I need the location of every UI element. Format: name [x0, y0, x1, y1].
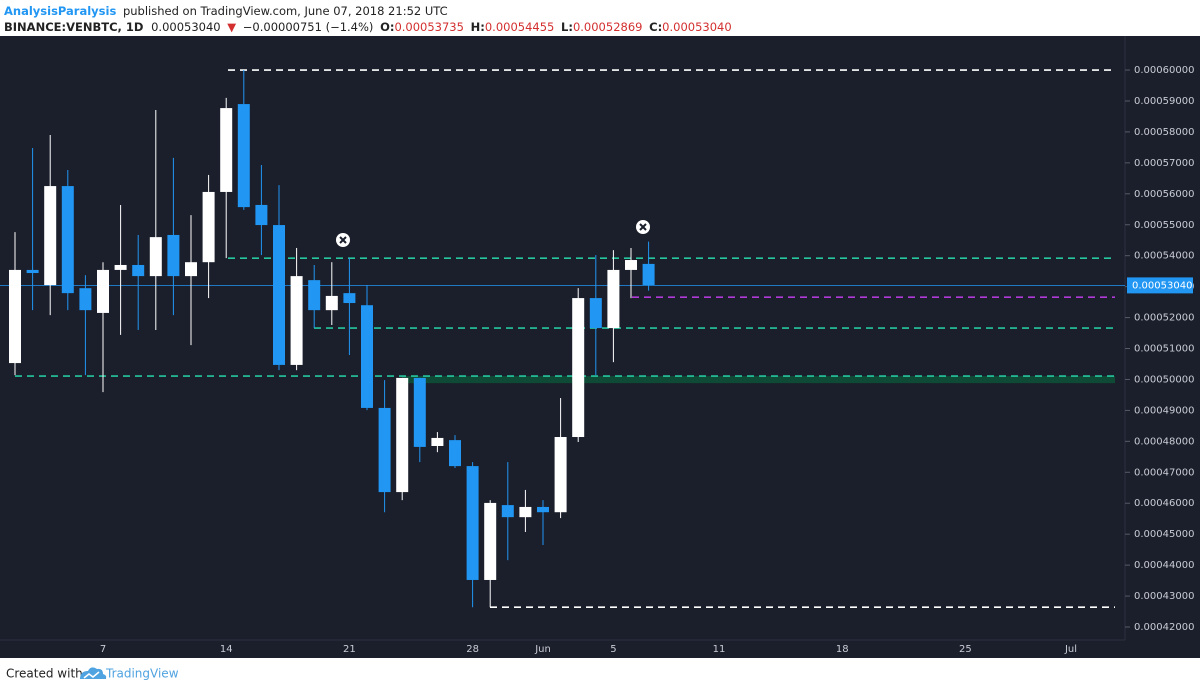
x-tick-label: 11 [713, 644, 726, 655]
y-tick-label: 0.00042000 [1134, 622, 1194, 633]
y-tick-label: 0.00058000 [1134, 127, 1194, 138]
zone [402, 376, 1115, 384]
candle-body [431, 437, 444, 446]
y-tick-label: 0.00052000 [1134, 313, 1194, 324]
candle-body [79, 288, 92, 311]
y-tick-label: 0.00045000 [1134, 529, 1194, 540]
x-tick-label: 5 [610, 644, 616, 655]
x-tick-label: 18 [836, 644, 849, 655]
last-price-tag [1127, 277, 1193, 294]
candle-body [378, 407, 391, 493]
candle-body [308, 280, 321, 311]
y-tick-label: 0.00057000 [1134, 158, 1194, 169]
chart-background [0, 36, 1200, 658]
candle-body [132, 264, 145, 277]
candle-body [202, 191, 215, 263]
candle-body [361, 305, 373, 408]
published: published on TradingView.com, June 07, 2… [123, 4, 448, 18]
footer-created: Created with [6, 667, 83, 681]
x-tick-label: 14 [220, 644, 233, 655]
candle-body [273, 225, 285, 365]
candle-body [114, 264, 127, 270]
o-value: 0.00053735 [394, 20, 464, 34]
author[interactable]: AnalysisParalysis [4, 4, 116, 18]
candle-body [607, 269, 620, 329]
candle-body [642, 263, 655, 286]
candle-body [237, 104, 250, 208]
candle-body [484, 502, 497, 580]
arrow: ▼ [227, 20, 236, 34]
candle-body [625, 260, 637, 270]
x-tick-label: Jul [1064, 644, 1077, 655]
candle-body [167, 234, 180, 277]
y-tick-label: 0.00048000 [1134, 436, 1194, 447]
x-tick-label: Jun [534, 644, 551, 655]
y-tick-label: 0.00043000 [1134, 591, 1194, 602]
candle-body [255, 204, 268, 226]
footer-brand[interactable]: TradingView [105, 667, 179, 681]
y-tick-label: 0.00044000 [1134, 560, 1194, 571]
y-tick-label: 0.00059000 [1134, 96, 1194, 107]
candle-body [554, 437, 567, 513]
candle-body [97, 269, 109, 313]
price: 0.00053040 [151, 20, 221, 34]
candle-body [572, 298, 585, 438]
candle-body [185, 262, 197, 277]
candle-body [501, 505, 514, 518]
marker [636, 220, 650, 234]
candle-body [343, 293, 356, 304]
candle-body [449, 440, 461, 467]
tradingview-logo[interactable] [80, 667, 107, 679]
y-tick-label: 0.00046000 [1134, 498, 1194, 509]
candle-body [325, 295, 338, 311]
y-tick-label: 0.00049000 [1134, 405, 1194, 416]
x-tick-label: 21 [343, 644, 356, 655]
c-label: C: [649, 20, 662, 34]
c-value: 0.00053040 [662, 20, 732, 34]
o-label: O: [380, 20, 394, 34]
y-tick-label: 0.00047000 [1134, 467, 1194, 478]
y-tick-label: 0.00054000 [1134, 251, 1194, 262]
candle-body [149, 237, 162, 277]
y-tick-label: 0.00055000 [1134, 220, 1194, 231]
change: −0.00000751 (−1.4%) [243, 20, 374, 34]
candle-body [44, 186, 57, 286]
candle-body [396, 377, 409, 493]
y-tick-label: 0.00056000 [1134, 189, 1194, 200]
l-value: 0.00052869 [573, 20, 643, 34]
plot: 0.00042000 0.00043000 0.00044000 0.00045000… [0, 65, 1194, 655]
y-tick-label: 0.00050000 [1134, 374, 1194, 385]
x-tick-label: 25 [959, 644, 972, 655]
candle-body [413, 377, 426, 447]
candle-body [26, 269, 39, 274]
y-tick-label: 0.00060000 [1134, 65, 1194, 76]
h-value: 0.00054455 [485, 20, 555, 34]
candle-body [220, 108, 233, 192]
symbol: BINANCE:VENBTC, 1D [4, 20, 143, 34]
candle-body [537, 506, 549, 513]
candle-body [290, 276, 303, 365]
candle-body [61, 186, 74, 294]
last-price-label: 0.00053040 [1132, 280, 1192, 291]
marker [336, 233, 350, 247]
y-tick-label: 0.00051000 [1134, 344, 1194, 355]
candle-body [519, 506, 532, 518]
x-tick-label: 7 [100, 644, 106, 655]
l-label: L: [561, 20, 573, 34]
publish-line: AnalysisParalysis published on TradingVi… [4, 4, 448, 18]
legend-line: BINANCE:VENBTC, 1D 0.00053040 ▼ −0.00000… [4, 20, 732, 34]
candle-body [466, 466, 479, 580]
x-tick-label: 28 [466, 644, 479, 655]
candle-body [9, 269, 21, 364]
candle-body [589, 298, 602, 329]
h-label: H: [471, 20, 485, 34]
